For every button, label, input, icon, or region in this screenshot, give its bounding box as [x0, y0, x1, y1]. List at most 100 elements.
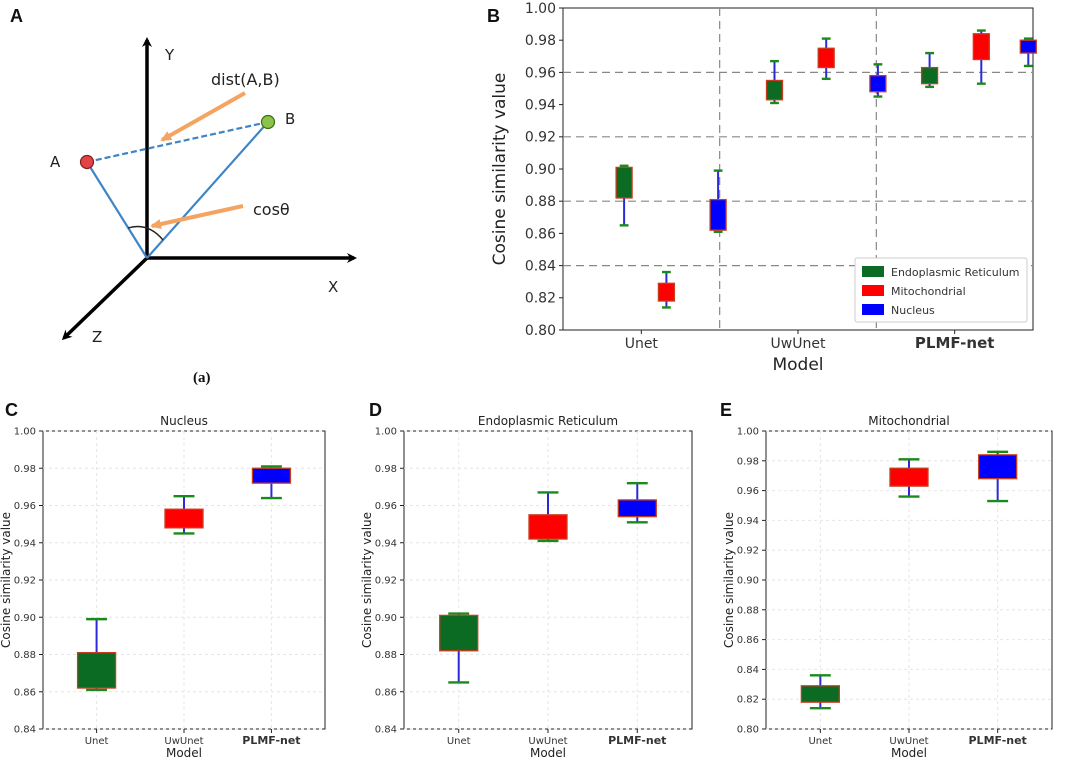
x-tick-label: Unet: [447, 736, 471, 747]
x-tick-label: PLMF-net: [969, 734, 1027, 747]
panel-letter-d: D: [369, 400, 382, 420]
y-tick-label: 0.84: [737, 665, 759, 676]
x-tick-label: Unet: [625, 336, 659, 352]
panel-letter-c: C: [5, 400, 18, 420]
y-tick-label: 0.90: [14, 613, 36, 624]
panel-letter-b: B: [487, 6, 500, 26]
y-axis-label: Cosine similarity value: [360, 512, 374, 648]
y-tick-label: 1.00: [375, 427, 397, 438]
legend-label: Mitochondrial: [891, 285, 966, 298]
y-tick-label: 0.98: [737, 456, 759, 467]
y-tick-label: 0.80: [737, 725, 759, 736]
x-axis-label: Model: [772, 355, 823, 375]
y-tick-label: 0.86: [737, 635, 759, 646]
y-tick-label: 0.80: [525, 323, 556, 339]
axis-label-y: Y: [164, 46, 175, 64]
panel-a: A Y X Z A B dist(A,B) cosθ (a): [10, 6, 357, 386]
panel-letter-a: A: [10, 6, 23, 26]
y-tick-label: 1.00: [737, 427, 759, 438]
y-tick-label: 0.84: [14, 725, 36, 736]
chart-b: B 0.80 0.82 0.84 0.86 0.88 0.90 0.92 0.94 0.96 0.9…: [487, 1, 1037, 375]
y-tick-label: 0.86: [375, 687, 397, 698]
chart-c: C 0.84 0.86 0.88 0.90 0.92 0.94 0.96 0.98 1.00 Une…: [0, 400, 326, 760]
box-endoplasmic-reticulum-unet-box: [615, 166, 633, 199]
box-endoplasmic-reticulum-uwunet-box: [765, 79, 784, 101]
cos-pointer-arrow: [150, 204, 244, 229]
box-plmf-net-box: [251, 467, 292, 484]
axis-label-z: Z: [92, 328, 102, 346]
y-tick-label: 0.90: [737, 576, 759, 587]
box-uwunet-box: [164, 508, 204, 529]
y-tick-label: 0.88: [525, 194, 556, 210]
legend: Endoplasmic Reticulum Mitochondrial Nucleu…: [854, 257, 1028, 323]
y-tick-label: 0.82: [737, 695, 759, 706]
box-plmf-net-box: [978, 454, 1018, 480]
caption-a: (a): [193, 370, 211, 386]
y-tick-label: 0.92: [375, 576, 397, 587]
box-unet-box: [439, 614, 479, 652]
cos-label: cosθ: [253, 200, 290, 219]
point-label-b: B: [285, 110, 295, 128]
chart-title: Nucleus: [160, 414, 208, 428]
chart-e: E 0.80 0.82 0.84 0.86 0.88 0.90 0.92 0.94 0.96 0.9…: [720, 400, 1053, 760]
x-tick-label: Unet: [85, 736, 109, 747]
dist-label: dist(A,B): [211, 70, 280, 89]
y-tick-label: 0.90: [525, 162, 556, 178]
y-tick-label: 0.96: [737, 486, 759, 497]
y-tick-label: 0.84: [525, 259, 556, 275]
x-tick-label: PLMF-net: [915, 334, 995, 352]
y-tick-label: 0.86: [525, 226, 556, 242]
x-axis-label: Model: [891, 746, 927, 760]
x-axis-label: Model: [166, 746, 202, 760]
x-tick-label: PLMF-net: [242, 734, 300, 747]
axis-label-x: X: [328, 278, 338, 296]
distance-line: [86, 120, 269, 164]
panel-letter-e: E: [720, 400, 732, 420]
y-tick-label: 0.98: [375, 464, 397, 475]
box-uwunet-box: [528, 514, 568, 540]
y-tick-label: 0.98: [525, 33, 556, 49]
vector-b: [146, 121, 269, 259]
y-tick-label: 1.00: [525, 1, 556, 17]
legend-swatch: [862, 285, 884, 296]
legend-swatch: [862, 266, 884, 277]
y-axis-label: Cosine similarity value: [722, 512, 736, 648]
legend-frame: [854, 257, 1028, 323]
x-tick-label: Unet: [808, 736, 832, 747]
box-nucleus-plmf-net-box: [1019, 39, 1037, 54]
x-tick-label: UwUnet: [528, 736, 567, 747]
legend-label: Endoplasmic Reticulum: [891, 266, 1020, 279]
y-tick-label: 0.90: [375, 613, 397, 624]
chart-d: D 0.84 0.86 0.88 0.90 0.92 0.94 0.96 0.98 1.00 Une…: [360, 400, 693, 760]
y-tick-label: 0.88: [14, 650, 36, 661]
box-unet-box: [76, 651, 117, 689]
box-endoplasmic-reticulum-plmf-net-box: [920, 66, 939, 85]
dist-pointer-arrow: [160, 91, 246, 142]
box-mitochondrial-uwunet-box: [817, 47, 835, 69]
box-mitochondrial-plmf-net-box: [972, 33, 990, 61]
y-tick-label: 0.92: [14, 576, 36, 587]
box-mitochondrial-unet-box: [657, 282, 676, 302]
legend-swatch: [862, 304, 884, 315]
y-tick-label: 0.88: [737, 605, 759, 616]
z-axis-arrow: [61, 256, 149, 341]
y-tick-label: 0.96: [14, 501, 36, 512]
y-tick-label: 0.88: [375, 650, 397, 661]
y-tick-label: 0.94: [375, 538, 397, 549]
y-tick-label: 0.92: [737, 546, 759, 557]
chart-title: Mitochondrial: [868, 414, 949, 428]
y-axis-label: Cosine similarity value: [0, 512, 13, 648]
y-tick-label: 0.82: [525, 291, 556, 307]
point-b: [260, 114, 276, 130]
y-tick-label: 0.94: [737, 516, 759, 527]
point-label-a: A: [50, 153, 61, 171]
vector-a: [86, 161, 148, 259]
point-a: [79, 154, 95, 170]
y-axis-label: Cosine similarity value: [490, 73, 510, 266]
x-tick-label: UwUnet: [889, 736, 928, 747]
y-tick-label: 0.92: [525, 130, 556, 146]
y-tick-label: 0.96: [375, 501, 397, 512]
x-axis-label: Model: [530, 746, 566, 760]
